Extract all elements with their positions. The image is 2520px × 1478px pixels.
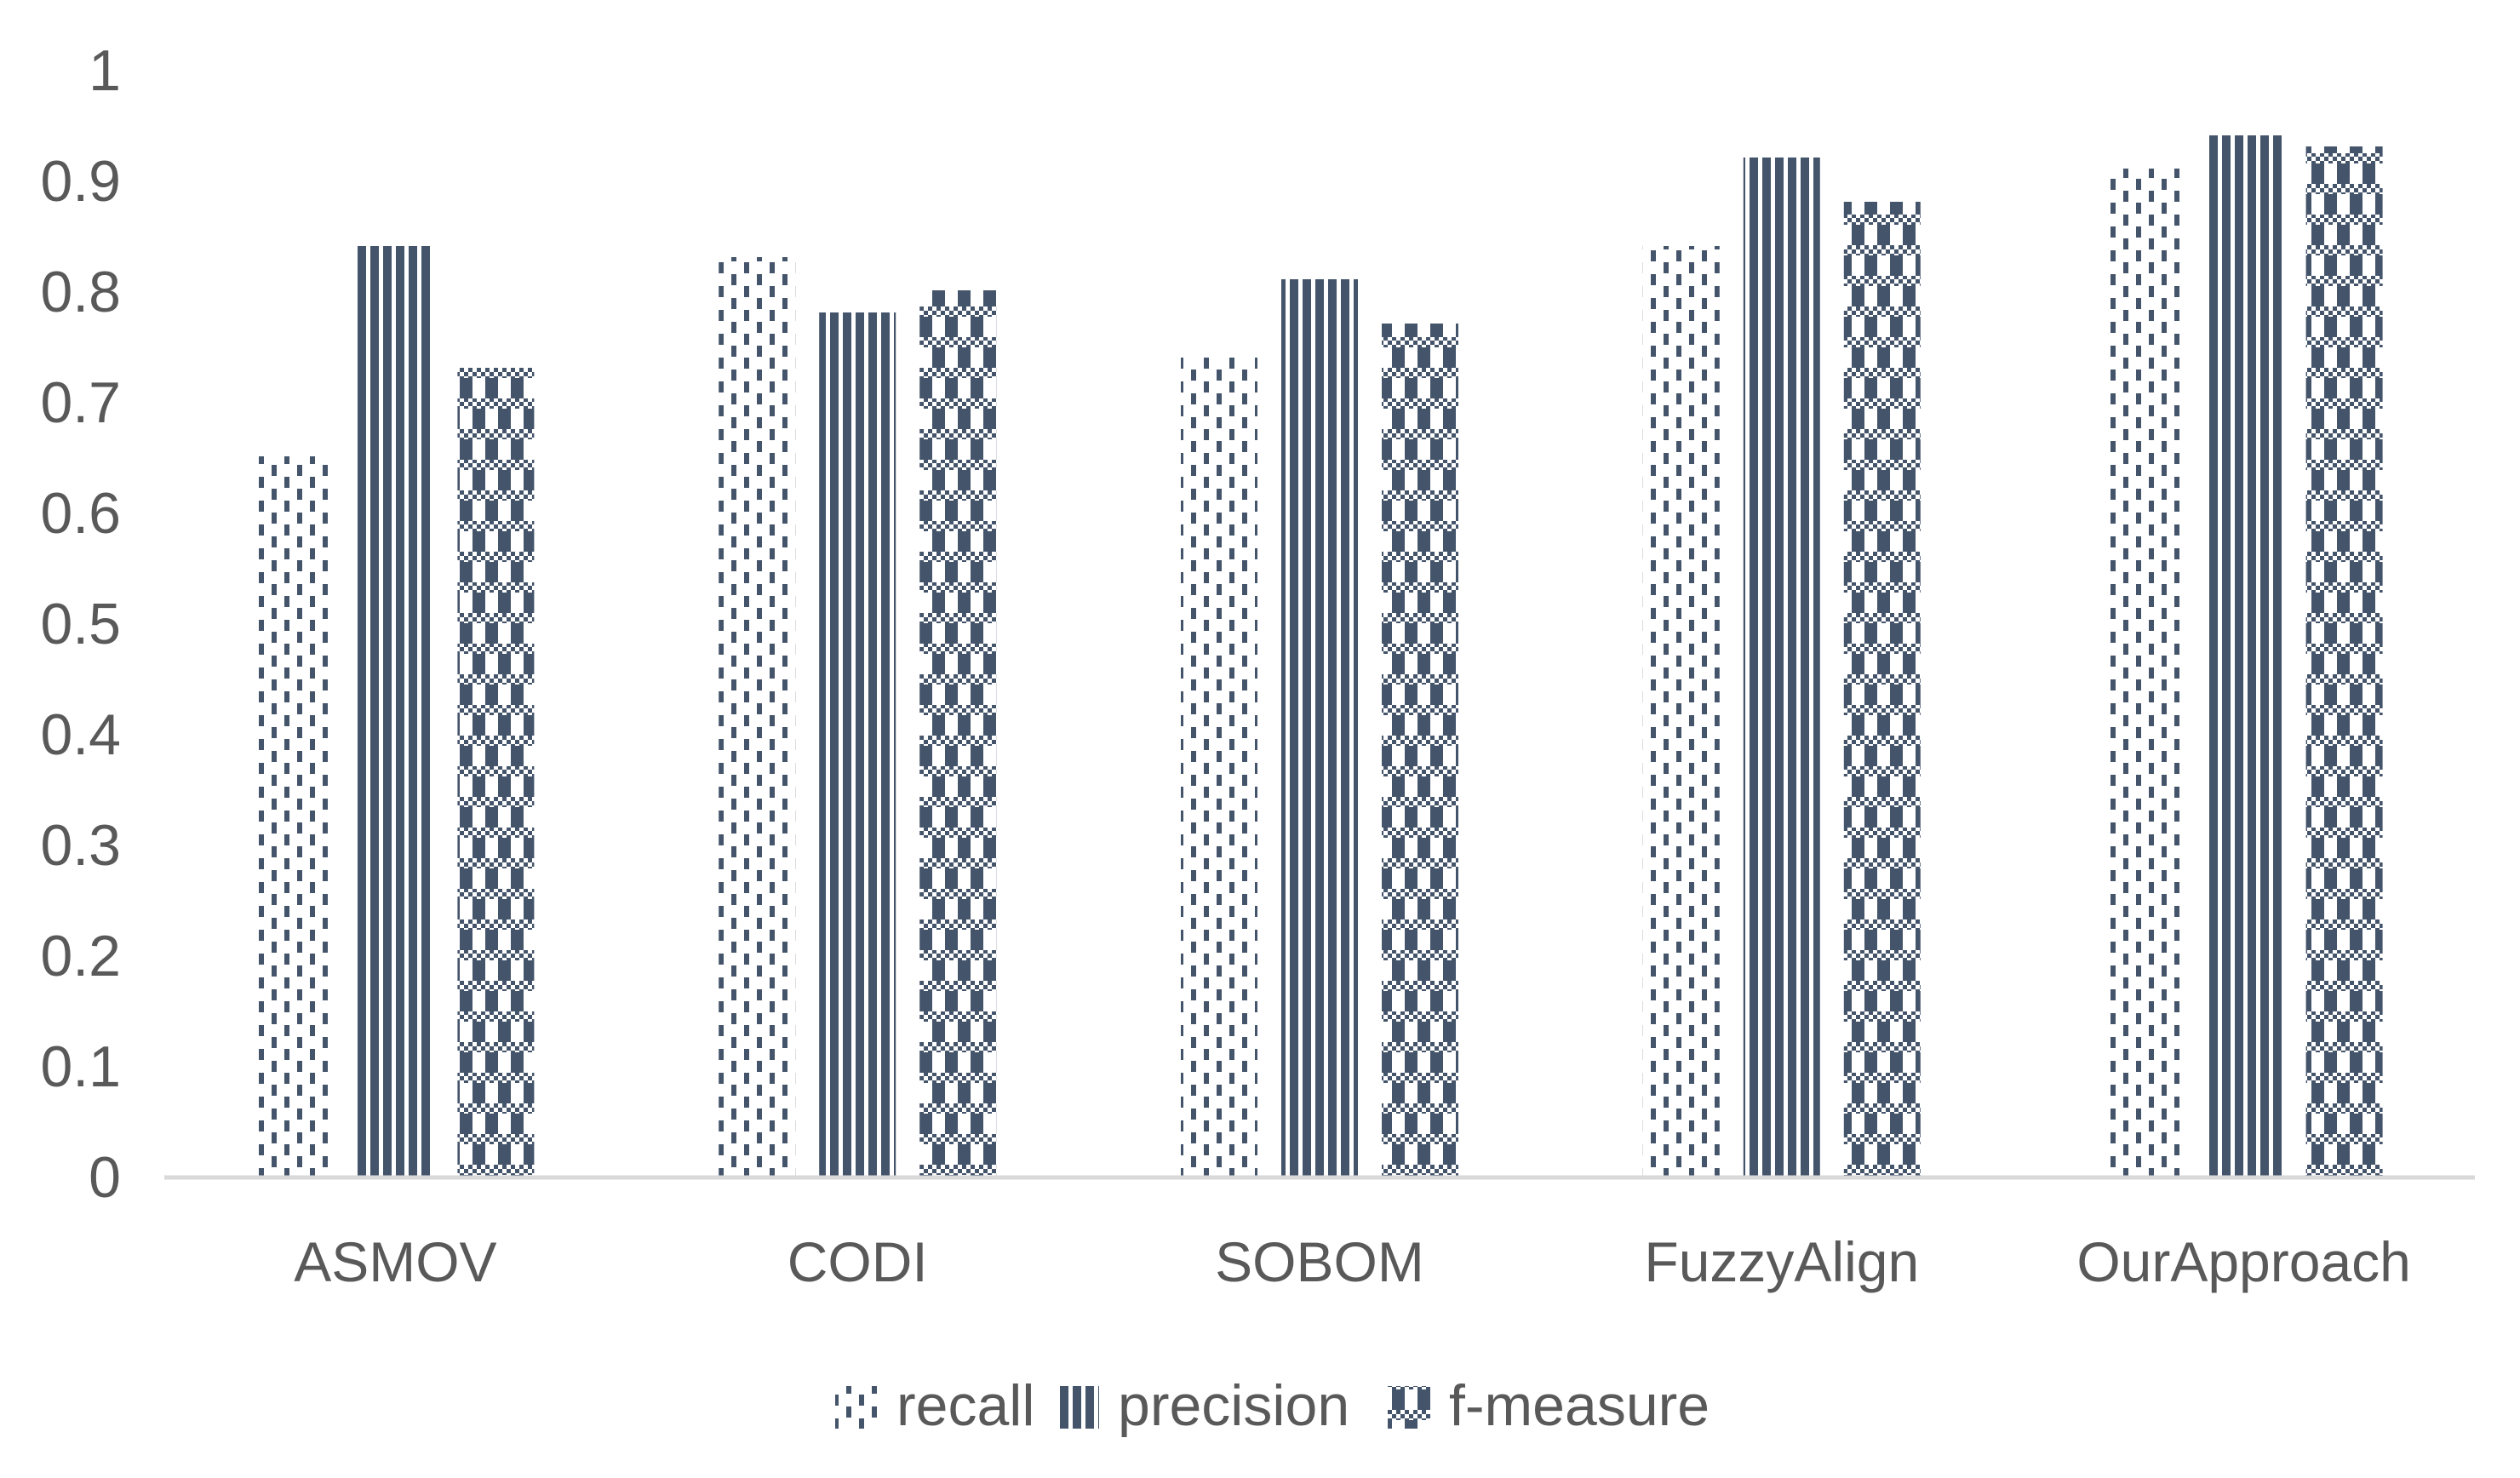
legend-label-precision: precision (1118, 1373, 1349, 1438)
legend-swatch-f-measure (1388, 1386, 1430, 1429)
x-category-label: CODI (788, 1230, 928, 1293)
y-axis-tick-labels: 0 0.1 0.2 0.3 0.4 0.5 0.6 0.7 0.8 0.9 1 (40, 38, 121, 1210)
bar-precision-SOBOM (1281, 279, 1358, 1176)
legend-item-recall: recall (835, 1373, 1035, 1438)
bar-f-measure-SOBOM (1382, 324, 1458, 1176)
x-category-label: FuzzyAlign (1644, 1230, 1919, 1293)
bar-recall-ASMOV (256, 456, 334, 1176)
bar-f-measure-FuzzyAlign (1843, 202, 1921, 1176)
y-tick-label: 0.4 (40, 702, 121, 767)
bar-f-measure-ASMOV (457, 368, 535, 1176)
legend-item-f-measure: f-measure (1388, 1373, 1710, 1438)
x-category-label: SOBOM (1215, 1230, 1424, 1293)
y-tick-label: 0.7 (40, 370, 121, 435)
y-tick-label: 0.9 (40, 149, 121, 214)
y-tick-label: 0.1 (40, 1034, 121, 1099)
y-tick-label: 0.6 (40, 481, 121, 546)
bar-precision-CODI (819, 312, 896, 1176)
legend-label-f-measure: f-measure (1449, 1373, 1710, 1438)
bar-precision-OurApproach (2205, 135, 2282, 1176)
legend-swatch-recall (835, 1386, 878, 1429)
y-tick-label: 0.2 (40, 924, 121, 988)
y-tick-label: 0.3 (40, 813, 121, 878)
bar-precision-FuzzyAlign (1743, 158, 1820, 1176)
legend: recall precision f-measure (835, 1373, 1710, 1438)
legend-label-recall: recall (896, 1373, 1035, 1438)
bar-recall-OurApproach (2105, 169, 2182, 1176)
x-axis-category-labels: ASMOV CODI SOBOM FuzzyAlign OurApproach (294, 1230, 2411, 1293)
bar-f-measure-CODI (919, 290, 997, 1176)
y-tick-label: 0.8 (40, 260, 121, 324)
y-tick-label: 0.5 (40, 592, 121, 656)
bar-f-measure-OurApproach (2305, 146, 2383, 1176)
bar-recall-CODI (719, 257, 796, 1176)
y-tick-label: 0 (89, 1145, 121, 1210)
bar-precision-ASMOV (357, 246, 434, 1176)
bar-recall-SOBOM (1181, 357, 1257, 1176)
x-category-label: OurApproach (2076, 1230, 2411, 1293)
bars-group (256, 135, 2383, 1176)
bar-recall-FuzzyAlign (1642, 246, 1720, 1176)
legend-item-precision: precision (1057, 1373, 1349, 1438)
y-tick-label: 1 (89, 38, 121, 103)
legend-swatch-precision (1057, 1386, 1099, 1429)
x-category-label: ASMOV (294, 1230, 496, 1293)
